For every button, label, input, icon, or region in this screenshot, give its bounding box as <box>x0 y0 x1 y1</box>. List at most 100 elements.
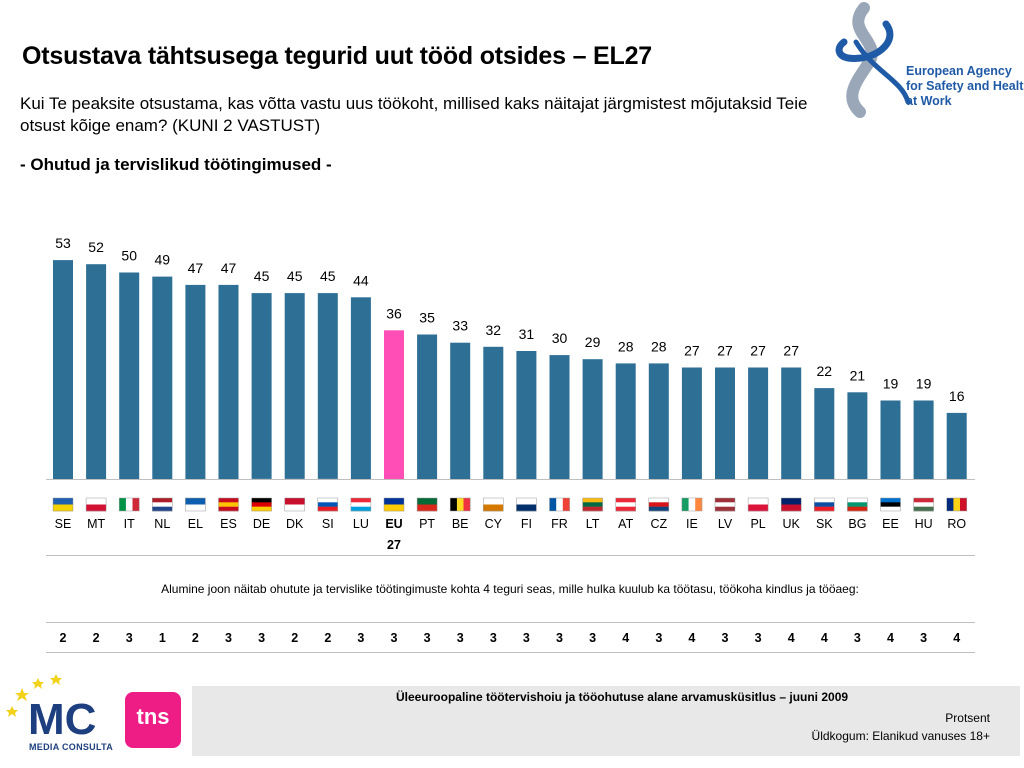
value-label-dk: 45 <box>287 268 303 284</box>
value-label-nl: 49 <box>155 252 171 268</box>
bar-lt <box>582 359 603 479</box>
flag-de-icon <box>251 497 272 512</box>
category-label-fi: FI <box>521 517 532 531</box>
bar-sk <box>814 388 835 479</box>
value-label-de: 45 <box>254 268 270 284</box>
value-label-be: 33 <box>452 318 468 334</box>
flag-se-icon <box>52 497 74 512</box>
rank-value-es: 3 <box>225 631 232 645</box>
rank-value-lu: 3 <box>357 631 364 645</box>
flag-ie-icon <box>681 497 703 512</box>
bar-pl <box>748 367 769 479</box>
bar-ie <box>681 367 702 479</box>
flag-cz-icon <box>648 497 670 512</box>
rank-value-cz: 3 <box>655 631 662 645</box>
flag-be-icon <box>449 497 471 512</box>
rank-value-fr: 3 <box>556 631 563 645</box>
flag-lt-icon <box>582 497 603 512</box>
flag-it-icon <box>118 497 140 512</box>
category-label-es: ES <box>220 517 237 531</box>
value-label-lv: 27 <box>717 343 733 359</box>
value-label-se: 53 <box>55 235 71 251</box>
value-label-pt: 35 <box>419 310 435 326</box>
flag-pl-icon <box>747 497 769 512</box>
category-label-ie: IE <box>686 517 698 531</box>
media-consulta-label: MEDIA CONSULTA <box>29 742 114 752</box>
bar-lu <box>350 297 371 479</box>
rank-value-uk: 4 <box>788 631 795 645</box>
bar-ro <box>946 412 967 479</box>
flag-ee-icon <box>880 497 901 512</box>
category-label-de: DE <box>253 517 270 531</box>
rank-value-ro: 4 <box>953 631 960 645</box>
flag-es-icon <box>218 497 239 512</box>
bar-nl <box>152 276 173 479</box>
category-label-se: SE <box>55 517 72 531</box>
value-label-fr: 30 <box>552 330 568 346</box>
rank-value-pl: 3 <box>755 631 762 645</box>
eu-osha-logo-text: European Agency for Safety and Health at… <box>906 64 1024 109</box>
category-label-eu-27: EU <box>385 517 402 531</box>
rank-value-de: 3 <box>258 631 265 645</box>
value-label-lu: 44 <box>353 272 369 288</box>
rank-value-lv: 3 <box>722 631 729 645</box>
category-label-dk: DK <box>286 517 304 531</box>
value-label-at: 28 <box>618 338 634 354</box>
bar-dk <box>284 293 305 479</box>
bar-be <box>450 342 471 479</box>
bar-eu-27 <box>384 330 404 479</box>
bar-pt <box>417 334 438 479</box>
bar-at <box>615 363 636 479</box>
value-label-el: 47 <box>188 260 204 276</box>
category-label-sk: SK <box>816 517 833 531</box>
rank-value-el: 2 <box>192 631 199 645</box>
value-label-si: 45 <box>320 268 336 284</box>
value-label-sk: 22 <box>817 363 833 379</box>
category-label-lt: LT <box>586 517 600 531</box>
media-consulta-mark-icon: MC <box>6 674 96 744</box>
flag-eu-27-icon <box>383 497 405 512</box>
rank-value-lt: 3 <box>589 631 596 645</box>
bar-es <box>218 284 239 479</box>
category-label-eu-27: 27 <box>387 538 401 552</box>
flag-pt-icon <box>416 497 438 512</box>
rank-value-dk: 2 <box>291 631 298 645</box>
value-label-cz: 28 <box>651 338 667 354</box>
bar-bg <box>847 392 868 479</box>
category-label-bg: BG <box>848 517 866 531</box>
survey-question: Kui Te peaksite otsustama, kas võtta vas… <box>20 94 808 135</box>
value-label-mt: 52 <box>88 239 104 255</box>
logo-line: for Safety and Health <box>906 79 1024 93</box>
rank-value-at: 4 <box>622 631 629 645</box>
eu-osha-ribbon-icon <box>835 2 911 118</box>
category-label-uk: UK <box>783 517 801 531</box>
flag-at-icon <box>615 497 636 512</box>
bar-cy <box>483 346 504 479</box>
rank-value-pt: 3 <box>424 631 431 645</box>
flag-fr-icon <box>549 497 570 512</box>
category-label-lv: LV <box>718 517 733 531</box>
flag-fi-icon <box>516 497 537 512</box>
flag-lv-icon <box>714 497 736 512</box>
bar-se <box>53 260 73 479</box>
category-label-cy: CY <box>485 517 503 531</box>
chart-subtitle: - Ohutud ja tervislikud töötingimused - <box>20 155 332 174</box>
flag-uk-icon <box>780 497 802 512</box>
category-label-be: BE <box>452 517 469 531</box>
rank-value-sk: 4 <box>821 631 828 645</box>
value-label-bg: 21 <box>850 367 866 383</box>
bar-fr <box>549 355 570 479</box>
value-label-ro: 16 <box>949 388 965 404</box>
rank-value-mt: 2 <box>93 631 100 645</box>
tns-logo: tns <box>125 692 181 748</box>
flag-cy-icon <box>483 497 504 512</box>
rank-value-nl: 1 <box>159 631 166 645</box>
rank-value-ie: 4 <box>688 631 695 645</box>
rank-value-eu-27: 3 <box>391 631 398 645</box>
rank-value-fi: 3 <box>523 631 530 645</box>
flag-ro-icon <box>946 497 967 512</box>
value-label-pl: 27 <box>750 343 766 359</box>
category-label-mt: MT <box>87 517 105 531</box>
flag-nl-icon <box>152 497 173 512</box>
value-label-es: 47 <box>221 260 237 276</box>
